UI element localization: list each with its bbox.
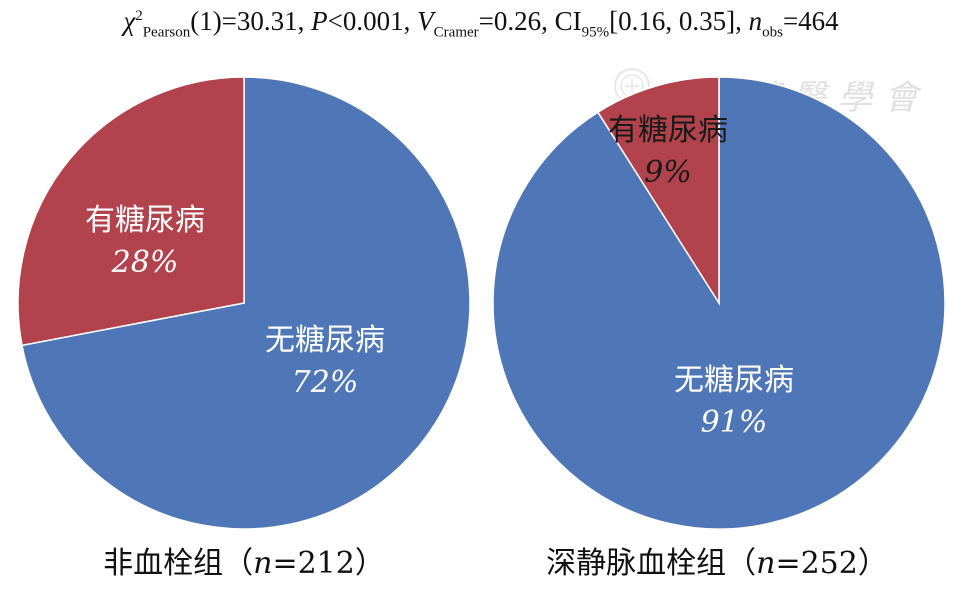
caption-suffix: =252） [775,546,888,581]
pie-slice-diabetes [17,76,245,347]
chi-superscript: 2 [135,8,143,24]
slice-label-no-diabetes: 无糖尿病 [265,323,385,358]
chi-symbol: χ [123,6,136,36]
slice-label-diabetes: 有糖尿病 [608,113,728,148]
caption-prefix: 非血栓组（ [103,546,254,581]
caption-n-symbol: n [756,546,776,581]
n-subscript: obs [762,24,783,41]
p-value: <0.001, [327,6,418,36]
slice-label-no-diabetes: 无糖尿病 [674,363,794,398]
slice-percent-diabetes: 9% [644,155,692,190]
slice-label-diabetes: 有糖尿病 [85,203,205,238]
v-symbol: V [417,6,434,36]
v-value: =0.26, [478,6,555,36]
ci-symbol: CI [554,6,582,36]
caption-suffix: =212） [272,546,385,581]
slice-percent-diabetes: 28% [111,245,179,280]
chi-value: (1)=30.31, [190,6,312,36]
pie-slice-no-diabetes [21,76,471,530]
ci-value: [0.16, 0.35], [609,6,749,36]
caption-prefix: 深静脉血栓组（ [546,546,757,581]
pie-chart-non-thrombosis: 无糖尿病 72% 有糖尿病 28% [17,76,471,530]
pie-caption-non-thrombosis: 非血栓组（n=212） [44,538,444,582]
p-symbol: P [311,6,328,36]
pie-slice-diabetes [596,76,720,306]
slice-percent-no-diabetes: 72% [292,365,359,400]
pie-chart-dvt: 无糖尿病 91% 有糖尿病 9% [492,76,946,530]
slice-percent-no-diabetes: 91% [701,405,768,440]
ci-subscript: 95% [581,24,610,41]
chi-subscript: Pearson [142,24,191,41]
stats-header: χ2Pearson(1)=30.31, P<0.001, VCramer=0.2… [0,6,962,41]
v-subscript: Cramer [433,24,479,41]
n-value: =464 [782,6,839,36]
caption-n-symbol: n [253,546,273,581]
n-symbol: n [748,6,763,36]
pie-caption-dvt: 深静脉血栓组（n=252） [494,538,940,582]
